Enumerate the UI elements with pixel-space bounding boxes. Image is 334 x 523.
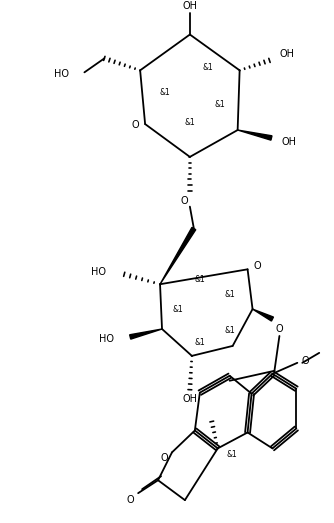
Text: &1: &1 — [224, 326, 235, 335]
Text: O: O — [126, 495, 134, 505]
Polygon shape — [253, 309, 274, 321]
Text: OH: OH — [182, 394, 197, 404]
Text: &1: &1 — [194, 338, 205, 347]
Text: &1: &1 — [173, 304, 183, 314]
Polygon shape — [130, 329, 162, 339]
Text: &1: &1 — [160, 88, 170, 97]
Text: &1: &1 — [194, 275, 205, 284]
Text: &1: &1 — [202, 63, 213, 72]
Text: &1: &1 — [214, 100, 225, 109]
Text: O: O — [254, 262, 261, 271]
Text: O: O — [302, 356, 309, 366]
Text: &1: &1 — [226, 450, 237, 459]
Text: OH: OH — [282, 137, 297, 147]
Text: HO: HO — [53, 70, 68, 79]
Text: HO: HO — [91, 267, 106, 277]
Text: O: O — [160, 453, 168, 463]
Text: O: O — [131, 120, 139, 130]
Text: O: O — [180, 196, 188, 206]
Text: OH: OH — [182, 1, 197, 10]
Text: &1: &1 — [184, 118, 195, 127]
Polygon shape — [237, 130, 272, 140]
Text: &1: &1 — [224, 290, 235, 299]
Polygon shape — [160, 228, 196, 284]
Text: OH: OH — [280, 49, 295, 60]
Text: O: O — [276, 324, 283, 334]
Text: HO: HO — [99, 334, 114, 344]
